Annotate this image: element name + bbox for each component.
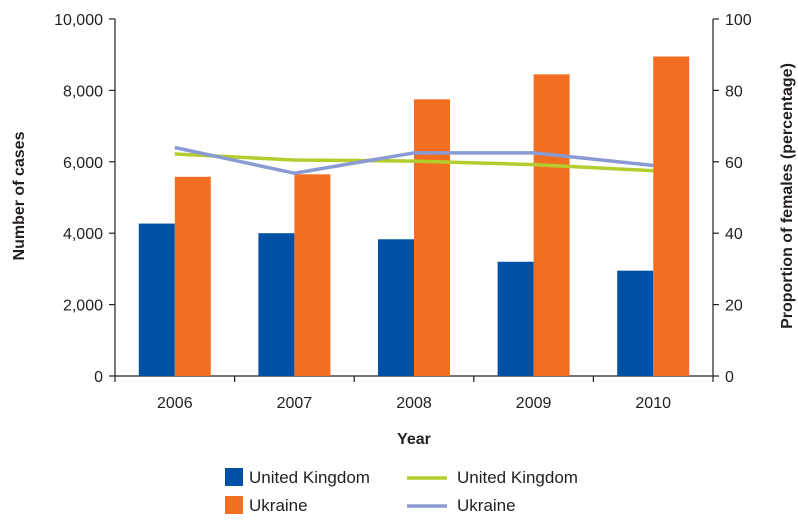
bar-united-kingdom-2010 <box>617 270 654 376</box>
legend-label-line-ukraine: Ukraine <box>457 496 516 515</box>
x-tick-label: 2010 <box>635 395 671 412</box>
legend-swatch-bar-uk <box>225 468 243 486</box>
y-tick-label-left: 0 <box>94 369 103 386</box>
legend-label-line-uk: United Kingdom <box>457 468 578 487</box>
y-axis-left-title: Number of cases <box>11 131 28 260</box>
line-united-kingdom <box>174 152 654 173</box>
y-tick-label-right: 20 <box>725 298 743 315</box>
y-tick-label-left: 2,000 <box>63 298 103 315</box>
bar-united-kingdom-2006 <box>138 223 175 376</box>
y-tick-label-right: 40 <box>725 226 743 243</box>
y-tick-label-left: 8,000 <box>63 83 103 100</box>
bar-united-kingdom-2009 <box>497 261 534 376</box>
legend-label-bar-ukraine: Ukraine <box>249 496 308 515</box>
y-tick-label-right: 80 <box>725 83 743 100</box>
legend: United Kingdom Ukraine United Kingdom Uk… <box>225 468 578 515</box>
legend-label-bar-uk: United Kingdom <box>249 468 370 487</box>
x-tick-label: 2006 <box>157 395 193 412</box>
bar-ukraine-2007 <box>294 174 331 376</box>
line-ukraine <box>174 145 654 175</box>
y-tick-label-left: 4,000 <box>63 226 103 243</box>
ticks: 0 2,000 4,000 6,000 8,000 10,000 0 20 40 60 80 100 2… <box>54 12 752 412</box>
y-tick-label-right: 100 <box>725 12 752 29</box>
bar-ukraine-2009 <box>533 74 570 377</box>
lines <box>174 145 654 175</box>
bar-ukraine-2008 <box>414 99 450 376</box>
y-axis-right-title: Proportion of females (percentage) <box>779 63 796 329</box>
x-tick-label: 2008 <box>396 395 432 412</box>
x-axis-title: Year <box>397 431 431 448</box>
bar-ukraine-2010 <box>653 56 690 377</box>
bar-united-kingdom-2008 <box>378 239 414 376</box>
legend-swatch-bar-ukraine <box>225 496 243 514</box>
y-tick-label-right: 0 <box>725 369 734 386</box>
y-tick-label-left: 6,000 <box>63 155 103 172</box>
y-tick-label-left: 10,000 <box>54 12 103 29</box>
y-tick-label-right: 60 <box>725 155 743 172</box>
bars <box>138 56 690 377</box>
x-tick-label: 2009 <box>516 395 552 412</box>
bar-ukraine-2006 <box>174 176 211 376</box>
bar-united-kingdom-2007 <box>258 233 295 376</box>
x-tick-label: 2007 <box>277 395 313 412</box>
